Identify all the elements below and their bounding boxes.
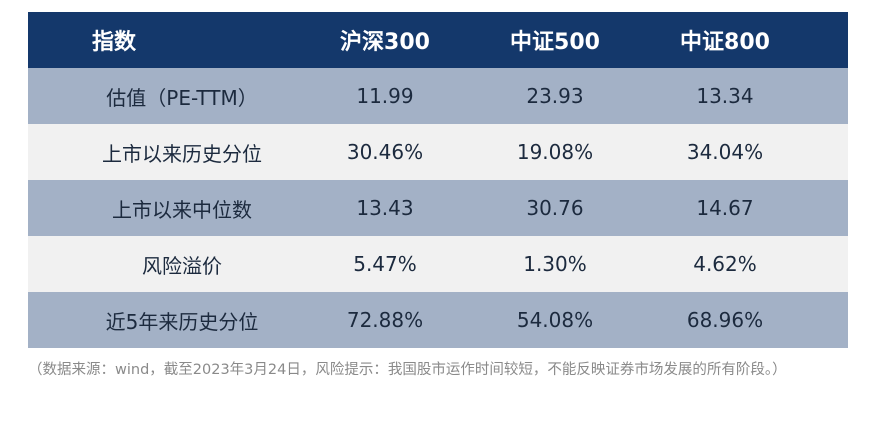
table-row: 风险溢价 5.47% 1.30% 4.62%	[28, 236, 848, 292]
header-cell: 沪深300	[340, 30, 430, 55]
table-cell: 19.08%	[516, 140, 594, 164]
table-cell: 30.46%	[346, 140, 424, 164]
table-cell: 68.96%	[686, 308, 764, 332]
row-label: 上市以来历史分位	[102, 141, 262, 166]
header-row: 指数 沪深300 中证500 中证800	[28, 12, 848, 68]
row-label: 上市以来中位数	[112, 197, 252, 222]
header-cell: 中证500	[510, 30, 600, 55]
row-label: 近5年来历史分位	[105, 309, 259, 334]
table-cell: 72.88%	[346, 308, 424, 332]
row-label: 风险溢价	[142, 253, 222, 278]
table-cell: 54.08%	[516, 308, 594, 332]
table-cell: 34.04%	[686, 140, 764, 164]
table-cell: 4.62%	[693, 252, 757, 276]
table-row: 上市以来中位数 13.43 30.76 14.67	[28, 180, 848, 236]
table-cell: 5.47%	[353, 252, 417, 276]
table-row: 近5年来历史分位 72.88% 54.08% 68.96%	[28, 292, 848, 348]
table: 指数 沪深300 中证500 中证800 估值（PE-TTM） 11.99 23.93 13.…	[28, 12, 848, 348]
header-cell: 指数	[92, 30, 137, 55]
table-cell: 13.43	[356, 196, 414, 220]
header-cell: 中证800	[680, 30, 770, 55]
table-cell: 13.34	[696, 84, 754, 108]
source-note: （数据来源：wind，截至2023年3月24日，风险提示：我国股市运作时间较短，…	[28, 362, 787, 378]
row-label: 估值（PE-TTM）	[106, 85, 258, 110]
table-cell: 30.76	[526, 196, 584, 220]
table-cell: 14.67	[696, 196, 754, 220]
table-row: 估值（PE-TTM） 11.99 23.93 13.34	[28, 68, 848, 124]
table-cell: 11.99	[356, 84, 414, 108]
table-row: 上市以来历史分位 30.46% 19.08% 34.04%	[28, 124, 848, 180]
table-cell: 23.93	[526, 84, 584, 108]
table-cell: 1.30%	[523, 252, 587, 276]
